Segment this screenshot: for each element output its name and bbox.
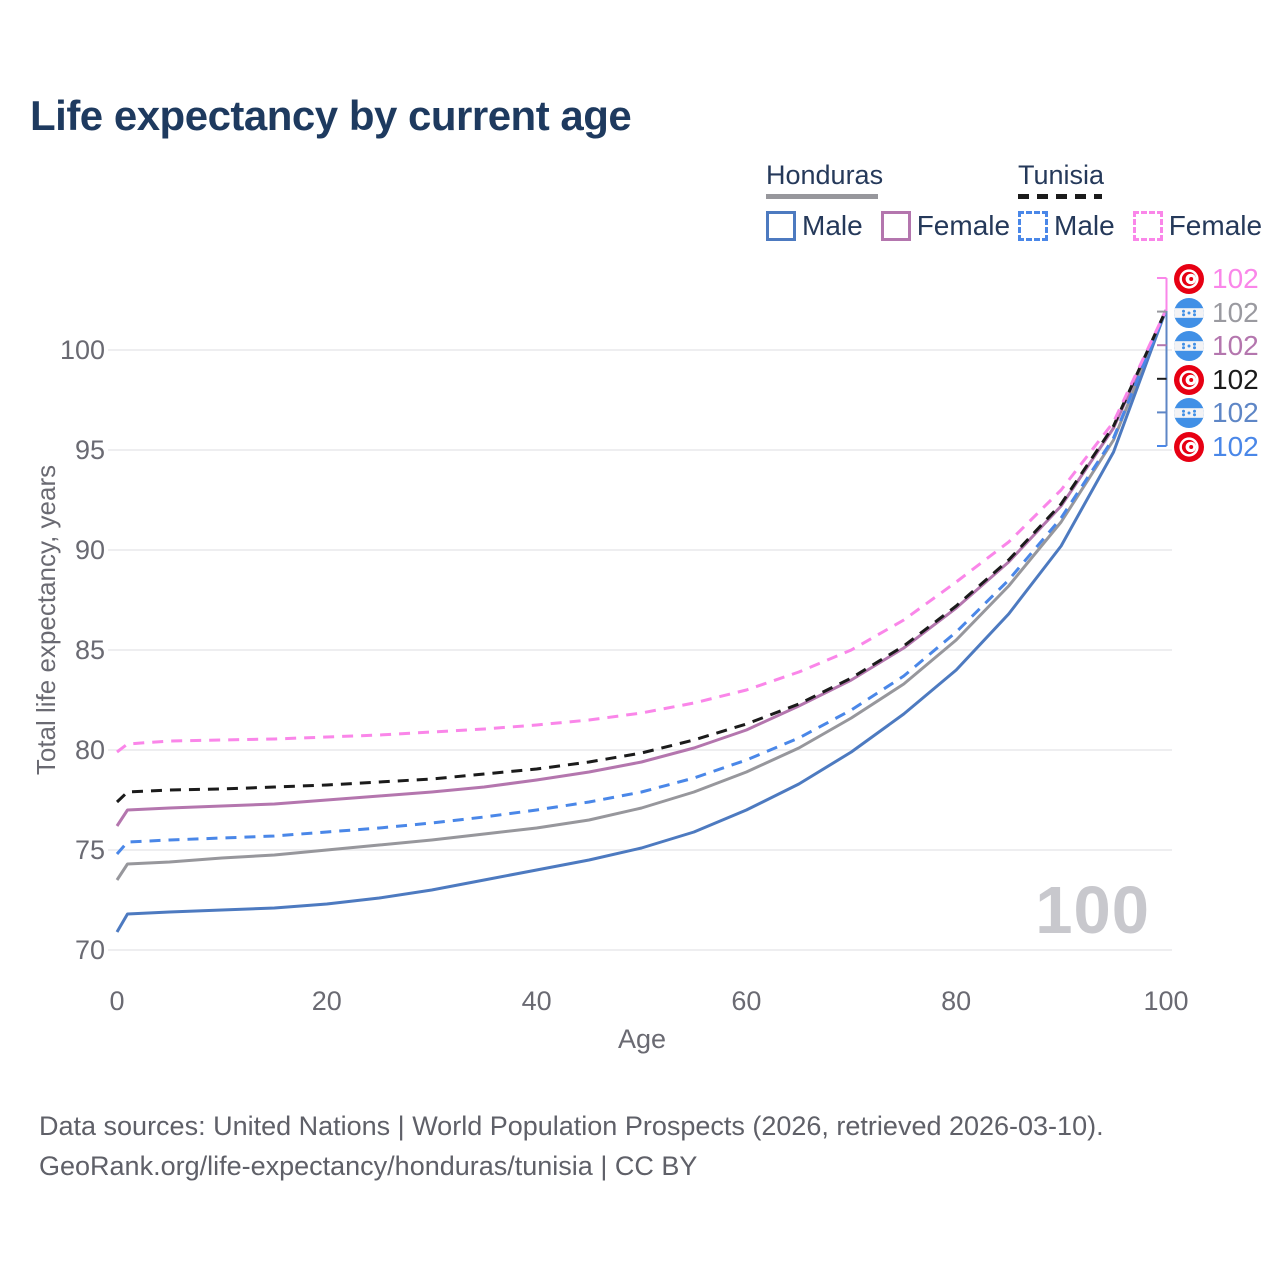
end-label-value: 102 (1212, 330, 1259, 362)
series-line-honduras-both-sexes- (115, 309, 1168, 881)
footer-sources: Data sources: United Nations | World Pop… (39, 1111, 1104, 1141)
y-tick-90: 90 (74, 535, 105, 565)
series-line-honduras-female (115, 309, 1168, 827)
legend-swatch-honduras-female (880, 211, 911, 241)
legend-swatch-tunisia-male (1018, 211, 1048, 241)
legend-swatch-tunisia-female (1132, 211, 1163, 241)
tunisia-flag-icon (1174, 432, 1204, 462)
honduras-flag-icon (1174, 331, 1204, 362)
legend-label-tunisia-female: Female (1168, 210, 1263, 241)
series-line-tunisia-both-sexes- (115, 309, 1168, 804)
y-tick-80: 80 (74, 735, 105, 765)
series-line-tunisia-female (116, 309, 1168, 754)
end-label-tunisia-both-sexes-: 102 (1174, 364, 1259, 396)
end-label-tunisia-female: 102 (1174, 263, 1259, 295)
y-tick-75: 75 (74, 835, 105, 865)
y-tick-100: 100 (59, 335, 105, 365)
legend-group-tunisia: Tunisia Male Female (1018, 160, 1280, 242)
legend-underline-honduras (766, 194, 878, 199)
tunisia-flag-icon (1174, 264, 1204, 294)
page-title: Life expectancy by current age (30, 92, 632, 139)
end-label-value: 102 (1212, 296, 1259, 328)
x-tick-40: 40 (521, 986, 552, 1016)
series-line-tunisia-male (115, 309, 1168, 855)
y-tick-85: 85 (74, 635, 105, 665)
legend-underline-tunisia (1018, 194, 1102, 199)
age-counter-watermark: 100 (1035, 873, 1150, 948)
legend-label-honduras-male: Male (802, 210, 863, 241)
legend-group-honduras: Honduras Male Female (766, 160, 1028, 242)
end-label-honduras-male: 102 (1174, 397, 1259, 429)
end-label-value: 102 (1212, 431, 1259, 462)
x-tick-80: 80 (941, 986, 972, 1016)
y-tick-70: 70 (74, 935, 105, 965)
footer: Data sources: United Nations | World Pop… (39, 1106, 1104, 1186)
legend-label-honduras-female: Female (916, 210, 1011, 241)
footer-attribution: GeoRank.org/life-expectancy/honduras/tun… (39, 1151, 698, 1181)
honduras-flag-icon (1174, 297, 1204, 328)
end-label-value: 102 (1212, 397, 1259, 429)
x-tick-20: 20 (311, 986, 342, 1016)
end-label-tunisia-male: 102 (1174, 431, 1259, 463)
end-label-value: 102 (1212, 263, 1259, 294)
tunisia-flag-icon (1174, 364, 1204, 395)
series-line-honduras-male (115, 309, 1168, 933)
x-tick-100: 100 (1143, 986, 1189, 1016)
end-label-honduras-both-sexes-: 102 (1174, 297, 1259, 329)
honduras-flag-icon (1174, 398, 1204, 429)
x-axis-title: Age (617, 1024, 667, 1054)
end-label-value: 102 (1212, 363, 1259, 395)
legend-label-tunisia-male: Male (1054, 210, 1115, 241)
legend-swatch-honduras-male (766, 211, 796, 241)
y-axis-title: Total life expectancy, years (31, 464, 61, 776)
end-label-honduras-female: 102 (1174, 330, 1259, 362)
legend-group-title: Tunisia (1018, 160, 1105, 190)
x-tick-60: 60 (731, 986, 762, 1016)
legend-group-title: Honduras (766, 160, 884, 190)
y-tick-95: 95 (74, 435, 105, 465)
x-tick-0: 0 (109, 986, 125, 1016)
